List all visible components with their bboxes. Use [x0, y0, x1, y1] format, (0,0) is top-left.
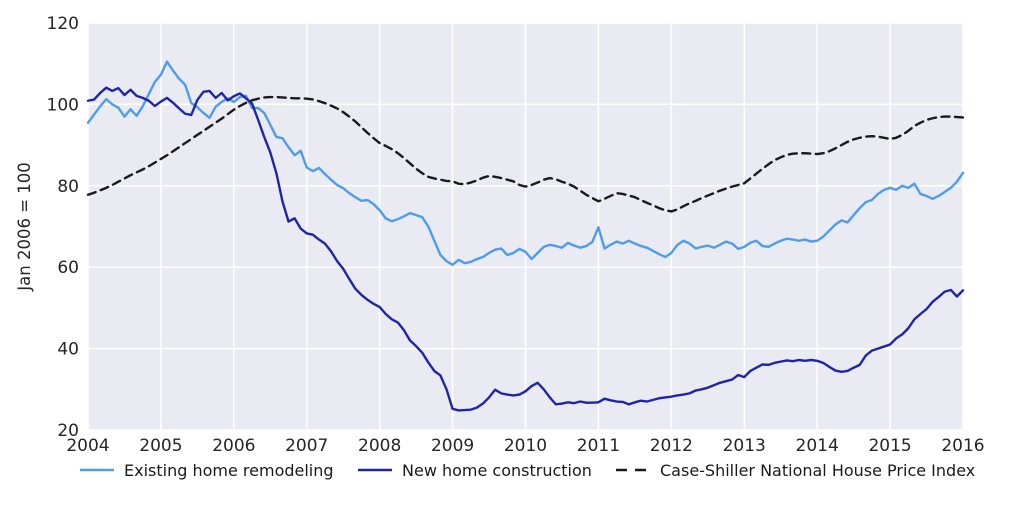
- x-tick-label: 2016: [941, 436, 984, 456]
- x-tick-label: 2007: [285, 436, 328, 456]
- y-tick-label: 20: [57, 421, 79, 441]
- legend-label-3: Case-Shiller National House Price Index: [660, 461, 975, 480]
- x-tick-label: 2010: [504, 436, 547, 456]
- x-tick-label: 2011: [577, 436, 620, 456]
- series-line-existing-home-remodeling: [86, 60, 965, 266]
- y-tick-label: 60: [57, 258, 79, 278]
- x-tick-label: 2012: [650, 436, 693, 456]
- x-tick-label: 2006: [212, 436, 255, 456]
- x-tick-label: 2009: [431, 436, 474, 456]
- y-tick-label: 40: [57, 340, 79, 360]
- legend-label-2: New home construction: [402, 461, 592, 480]
- y-axis-label: Jan 2006 = 100: [15, 162, 34, 291]
- x-tick-label: 2004: [66, 436, 109, 456]
- x-tick-label: 2005: [139, 436, 182, 456]
- x-tick-label: 2015: [868, 436, 911, 456]
- series-line-case-shiller-national-house-price-index: [86, 95, 965, 213]
- x-tick-label: 2013: [723, 436, 766, 456]
- series-line-new-home-construction: [86, 86, 965, 412]
- y-tick-label: 80: [57, 177, 79, 197]
- x-tick-label: 2014: [796, 436, 839, 456]
- legend-label-1: Existing home remodeling: [124, 461, 334, 480]
- y-tick-label: 120: [47, 14, 79, 34]
- x-tick-label: 2008: [358, 436, 401, 456]
- y-tick-label: 100: [47, 95, 79, 115]
